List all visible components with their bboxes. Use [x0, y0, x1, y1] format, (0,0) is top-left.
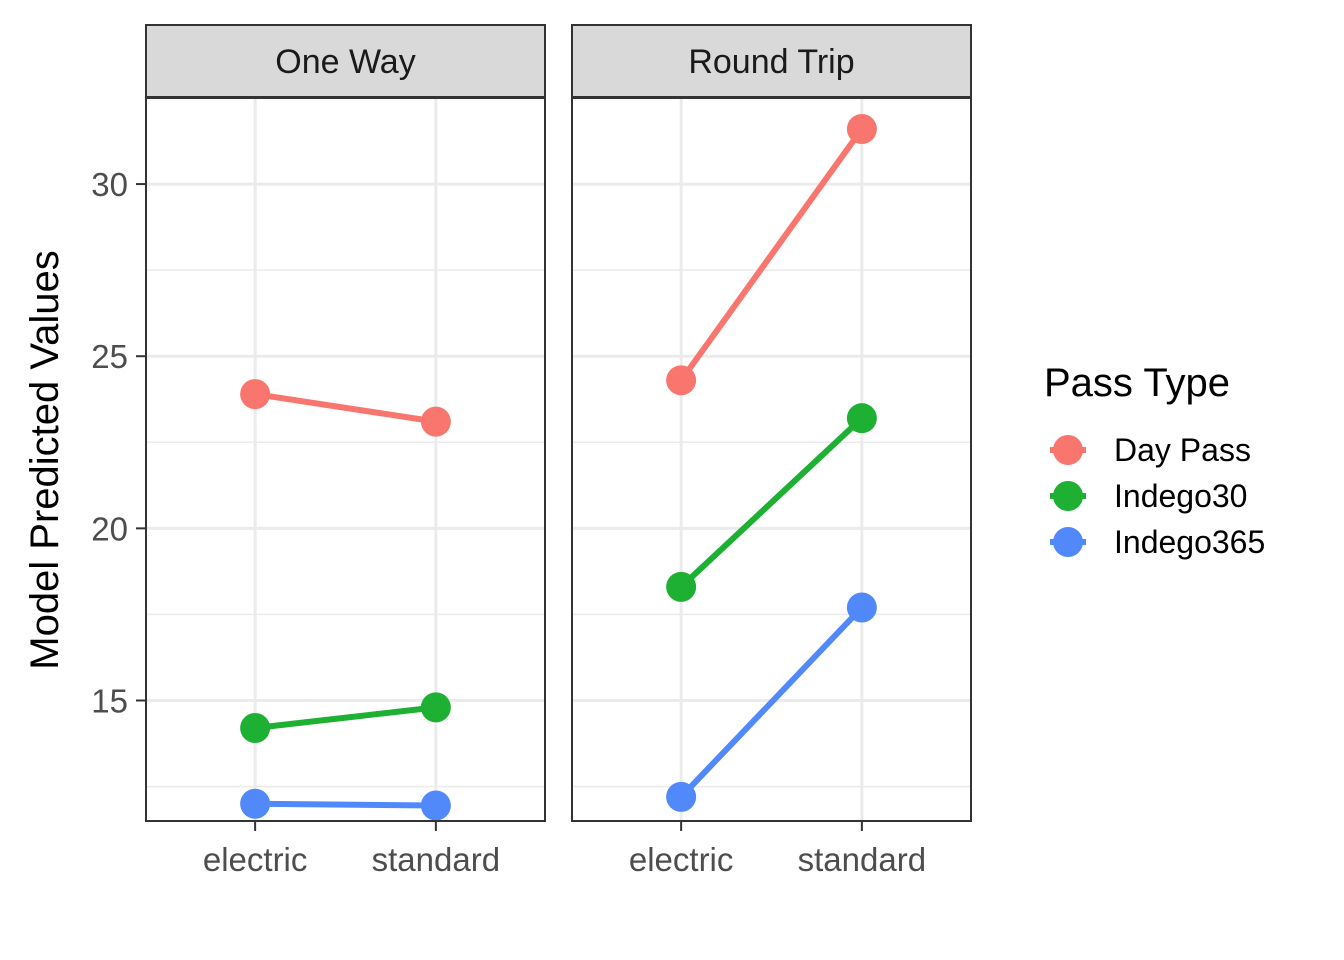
- x-tick-label: standard: [798, 841, 926, 878]
- facet-strip-label: Round Trip: [688, 43, 854, 81]
- legend-label: Indego30: [1114, 478, 1247, 514]
- x-tick-label: standard: [372, 841, 500, 878]
- data-point: [846, 592, 877, 623]
- y-axis: 15 20 25 30: [91, 166, 146, 720]
- facet-strip: [571, 24, 972, 98]
- data-point: [846, 113, 877, 144]
- data-point: [420, 692, 451, 723]
- data-point: [420, 790, 451, 821]
- legend-key: [1050, 527, 1086, 557]
- y-tick-label: 20: [91, 510, 128, 547]
- legend-key: [1050, 435, 1086, 465]
- legend-key-point: [1053, 481, 1083, 511]
- facet-panel: One Way electric standard: [145, 24, 546, 878]
- panel-background: [146, 98, 545, 821]
- series-line: [254, 704, 437, 732]
- y-tick-label: 25: [91, 338, 128, 375]
- x-tick-label: electric: [203, 841, 308, 878]
- y-tick-label: 30: [91, 166, 128, 203]
- legend-key-point: [1053, 527, 1083, 557]
- legend: Pass Type Day Pass Indego30 Indego365: [1044, 361, 1265, 560]
- data-point: [666, 365, 697, 396]
- data-point: [666, 781, 697, 812]
- data-point: [240, 788, 271, 819]
- data-point: [666, 571, 697, 602]
- y-axis-title: Model Predicted Values: [23, 250, 67, 670]
- data-point: [240, 713, 271, 744]
- data-point: [240, 379, 271, 410]
- series-line: [255, 800, 436, 809]
- facet-panels: One Way electric standard Round Trip electri…: [145, 24, 972, 878]
- y-tick-label: 15: [91, 683, 128, 720]
- x-tick-label: electric: [629, 841, 734, 878]
- facet-strip: [145, 24, 546, 98]
- panel-background: [572, 98, 971, 821]
- legend-label: Day Pass: [1114, 432, 1251, 468]
- data-point: [846, 403, 877, 434]
- series-line: [678, 127, 865, 383]
- legend-label: Indego365: [1114, 524, 1265, 560]
- series-line: [254, 391, 437, 425]
- data-point: [420, 406, 451, 437]
- series-line: [678, 605, 865, 799]
- legend-title: Pass Type: [1044, 361, 1230, 405]
- legend-key-point: [1053, 435, 1083, 465]
- series-line: [679, 415, 864, 590]
- facet-strip-label: One Way: [275, 43, 415, 81]
- facet-panel: Round Trip electric standard: [571, 24, 972, 878]
- legend-key: [1050, 481, 1086, 511]
